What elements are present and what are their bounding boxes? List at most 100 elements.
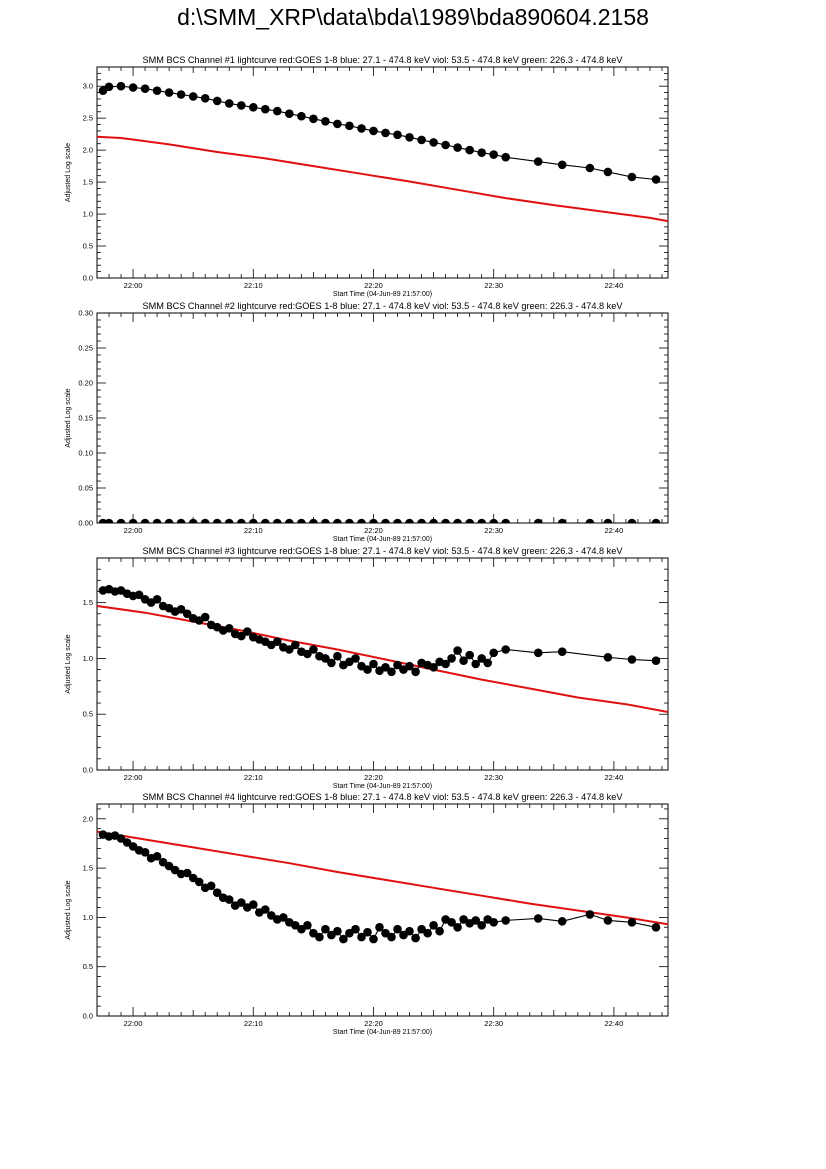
data-point bbox=[405, 518, 414, 523]
data-point bbox=[152, 518, 162, 523]
data-point bbox=[116, 518, 126, 523]
data-point bbox=[164, 88, 174, 97]
data-point bbox=[297, 111, 306, 121]
x-tick-label: 22:10 bbox=[244, 773, 263, 782]
data-point bbox=[489, 150, 499, 159]
y-tick-label: 1.0 bbox=[83, 654, 93, 663]
y-tick-label: 0.15 bbox=[78, 414, 93, 423]
y-tick-label: 0.0 bbox=[83, 274, 93, 283]
data-point bbox=[249, 900, 258, 909]
data-point bbox=[212, 888, 222, 897]
data-point bbox=[429, 518, 438, 523]
data-point bbox=[237, 101, 246, 110]
x-tick-label: 22:20 bbox=[364, 1019, 383, 1028]
data-point bbox=[387, 932, 396, 942]
data-point bbox=[585, 518, 595, 523]
data-point bbox=[140, 518, 150, 523]
y-tick-label: 0.00 bbox=[78, 519, 93, 528]
x-tick-label: 22:40 bbox=[605, 526, 624, 535]
data-point bbox=[237, 898, 246, 907]
y-tick-label: 1.5 bbox=[83, 598, 93, 607]
data-point bbox=[291, 640, 300, 650]
data-point bbox=[429, 138, 438, 147]
series-group bbox=[97, 830, 668, 944]
data-point bbox=[651, 175, 661, 184]
y-tick-label: 0.0 bbox=[83, 1012, 93, 1021]
data-point bbox=[417, 518, 426, 523]
y-tick-label: 1.5 bbox=[83, 178, 93, 187]
data-point bbox=[309, 518, 318, 523]
data-point bbox=[327, 658, 336, 668]
chart-title: SMM BCS Channel #1 lightcurve red:GOES 1… bbox=[142, 55, 623, 65]
data-point bbox=[603, 167, 613, 177]
data-point bbox=[393, 130, 402, 140]
chart-title: SMM BCS Channel #3 lightcurve red:GOES 1… bbox=[142, 546, 623, 556]
data-point bbox=[321, 924, 330, 934]
data-point bbox=[224, 518, 234, 523]
data-point bbox=[369, 518, 378, 523]
data-point bbox=[261, 518, 270, 523]
data-point bbox=[453, 923, 462, 932]
y-tick-label: 0.30 bbox=[78, 309, 93, 318]
y-axis-label: Adjusted Log scale bbox=[65, 388, 72, 447]
data-point bbox=[200, 518, 210, 523]
plot-frame bbox=[96, 803, 669, 1017]
data-point bbox=[128, 83, 138, 92]
data-point bbox=[333, 926, 342, 936]
data-point bbox=[164, 518, 174, 523]
data-point bbox=[224, 895, 234, 904]
data-point bbox=[176, 90, 186, 99]
data-point bbox=[152, 852, 162, 861]
data-point bbox=[273, 106, 282, 116]
data-point bbox=[104, 82, 114, 92]
data-point bbox=[224, 624, 234, 633]
data-point bbox=[152, 595, 162, 604]
data-point bbox=[393, 924, 402, 934]
data-point bbox=[104, 518, 114, 523]
chart-title: SMM BCS Channel #4 lightcurve red:GOES 1… bbox=[142, 792, 623, 802]
data-point bbox=[321, 117, 330, 126]
data-point bbox=[303, 649, 312, 659]
data-point bbox=[261, 104, 270, 114]
data-point bbox=[477, 148, 487, 157]
data-point bbox=[489, 518, 498, 523]
data-point bbox=[533, 648, 543, 658]
data-point bbox=[321, 654, 330, 663]
x-tick-label: 22:00 bbox=[124, 526, 143, 535]
y-tick-label: 2.0 bbox=[83, 814, 93, 823]
data-point bbox=[206, 881, 216, 891]
data-point bbox=[188, 92, 198, 101]
data-point bbox=[291, 921, 300, 930]
y-tick-label: 0.5 bbox=[83, 710, 93, 719]
data-point bbox=[363, 927, 372, 937]
data-point bbox=[585, 910, 595, 919]
data-point bbox=[116, 81, 126, 91]
data-point bbox=[453, 143, 462, 152]
data-point bbox=[285, 109, 294, 118]
data-point bbox=[188, 518, 198, 523]
data-point bbox=[501, 152, 511, 162]
data-point bbox=[651, 656, 661, 665]
page-title: d:\SMM_XRP\data\bda\1989\bda890604.2158 bbox=[177, 4, 649, 30]
data-point bbox=[533, 157, 543, 166]
data-point bbox=[405, 661, 414, 671]
data-point bbox=[533, 518, 543, 523]
data-point bbox=[357, 932, 366, 942]
data-point bbox=[194, 877, 204, 887]
data-point bbox=[116, 834, 126, 843]
data-point bbox=[501, 518, 510, 523]
data-point bbox=[303, 921, 312, 930]
data-point bbox=[140, 84, 150, 93]
data-point bbox=[273, 518, 282, 523]
y-tick-label: 1.0 bbox=[83, 210, 93, 219]
data-point bbox=[603, 916, 613, 925]
data-point bbox=[411, 667, 420, 677]
data-point bbox=[333, 518, 342, 523]
data-point bbox=[483, 658, 493, 668]
data-point bbox=[501, 916, 511, 925]
data-point bbox=[471, 916, 481, 925]
data-point bbox=[429, 921, 438, 930]
data-point bbox=[237, 631, 246, 641]
x-axis-label: Start Time (04-Jun-89 21:57:00) bbox=[333, 1029, 432, 1036]
data-point bbox=[200, 612, 210, 622]
